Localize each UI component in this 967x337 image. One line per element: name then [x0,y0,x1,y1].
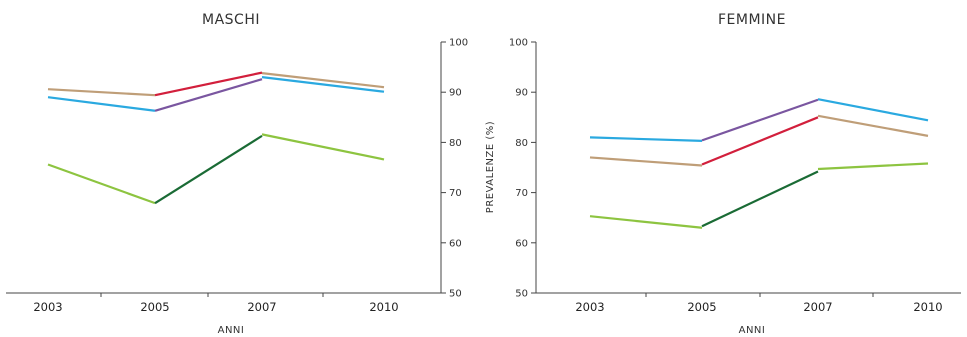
femmine-series-segment [701,170,819,228]
femmine-series-segment [817,114,929,137]
maschi-series-segment [261,133,385,161]
femmine-x-axis-title: ANNI [739,325,766,336]
femmine-x-tick-label: 2003 [575,300,604,314]
maschi-series-segment [47,88,156,97]
femmine-y-tick-label: 60 [515,238,528,249]
maschi-y-tick-label: 80 [449,138,462,149]
femmine-series-segment [589,156,703,167]
maschi-x-tick-label: 2003 [33,300,62,314]
femmine-series-segment [589,136,703,142]
femmine-y-axis-title: PREVALENZE (%) [485,121,496,213]
femmine-series-segment [817,162,929,171]
femmine-series-segment [701,116,819,166]
maschi-x-tick-label: 2007 [247,300,276,314]
maschi-panel-title: MASCHI [202,12,260,28]
maschi-series-segment [154,134,263,205]
femmine-series-segment [701,98,819,142]
femmine-x-tick-label: 2005 [687,300,716,314]
femmine-series-segment [589,215,703,229]
maschi-x-tick-label: 2005 [140,300,169,314]
maschi-y-tick-label: 100 [449,38,468,49]
femmine-y-ticks: 50 60 70 80 90 100 [509,38,536,300]
maschi-series-segment [261,72,385,89]
femmine-y-tick-label: 70 [515,188,528,199]
femmine-y-tick-label: 90 [515,88,528,99]
maschi-series-segment [261,76,385,93]
femmine-panel: FEMMINE ANNI PREVALENZE (%) 50 60 70 80 90 10… [485,12,961,336]
maschi-series-segment [154,71,263,97]
femmine-x-ticks: 2003 2005 2007 2010 [575,293,943,314]
femmine-series-lines [589,98,929,229]
maschi-y-tick-label: 70 [449,188,462,199]
maschi-x-tick-label: 2010 [369,300,398,314]
femmine-y-tick-label: 80 [515,138,528,149]
maschi-y-tick-label: 60 [449,238,462,249]
femmine-x-tick-label: 2010 [913,300,942,314]
femmine-y-tick-label: 50 [515,289,528,300]
maschi-series-segment [154,78,263,112]
maschi-y-ticks: 50 60 70 80 90 100 [441,38,468,300]
femmine-x-tick-label: 2007 [803,300,832,314]
maschi-y-tick-label: 50 [449,289,462,300]
femmine-series-segment [817,98,929,122]
maschi-series-segment [47,163,156,205]
femmine-y-tick-label: 100 [509,38,528,49]
femmine-panel-title: FEMMINE [718,12,786,28]
maschi-series-lines [47,71,385,205]
maschi-series-segment [47,96,156,112]
maschi-x-ticks: 2003 2005 2007 2010 [33,293,399,314]
maschi-x-axis-title: ANNI [218,325,245,336]
maschi-y-tick-label: 90 [449,88,462,99]
